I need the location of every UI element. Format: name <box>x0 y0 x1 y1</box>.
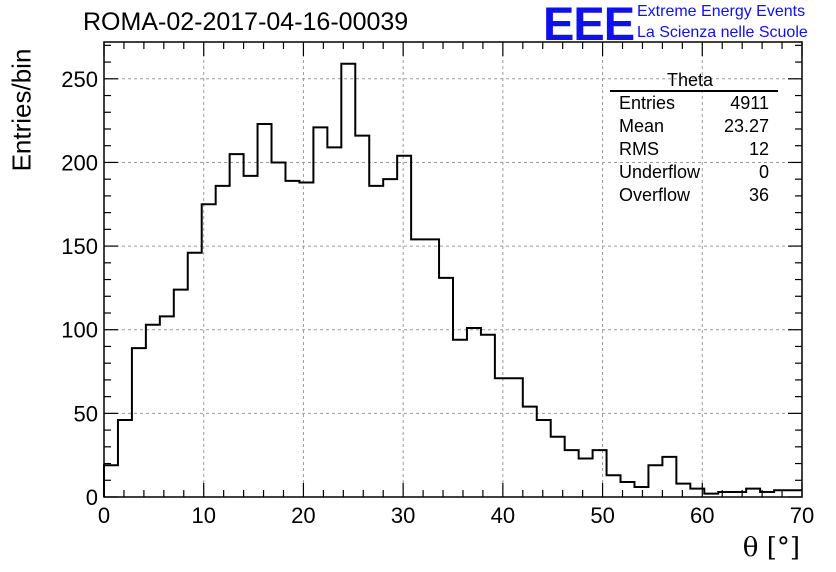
histogram-bin <box>662 457 676 497</box>
histogram-bin <box>188 253 202 497</box>
histogram-line <box>103 62 802 497</box>
histogram-bin <box>160 316 174 497</box>
stats-row: Overflow 36 <box>610 184 778 207</box>
histogram-bin <box>411 239 425 497</box>
x-tick-label: 0 <box>98 503 110 528</box>
y-tick-label: 150 <box>61 234 98 259</box>
y-tick-label: 0 <box>86 485 98 510</box>
histogram-bin <box>481 335 495 497</box>
histogram-bin <box>104 465 118 497</box>
histogram-bin <box>383 179 397 497</box>
histogram-bin <box>607 475 621 497</box>
y-tick-label: 200 <box>61 150 98 175</box>
histogram-bin <box>467 328 481 497</box>
x-tick-label: 50 <box>590 503 614 528</box>
x-axis-label: θ [°] <box>742 533 800 563</box>
histogram-bin <box>327 147 341 497</box>
plot-frame <box>103 41 803 498</box>
histogram-bin <box>285 181 299 497</box>
histogram-bin <box>634 487 648 497</box>
x-tick-label: 60 <box>690 503 714 528</box>
histogram-bin <box>746 489 760 497</box>
stats-value: 23.27 <box>723 116 769 136</box>
stats-label: Entries <box>619 93 676 113</box>
stats-label: RMS <box>619 139 659 159</box>
histogram-bin <box>132 348 146 497</box>
stats-value: 4911 <box>730 93 769 113</box>
histogram-bin <box>146 325 160 497</box>
stats-box: Theta Entries 4911 Mean 23.27 RMS 12 Und… <box>610 70 778 207</box>
histogram-bin <box>774 490 788 497</box>
y-axis-label: Entries/bin <box>6 48 37 172</box>
histogram-bin <box>676 484 690 497</box>
histogram-bin <box>648 465 662 497</box>
stats-value: 36 <box>748 185 769 205</box>
histogram-bin <box>369 186 383 497</box>
x-tick-label: 10 <box>191 503 215 528</box>
y-tick-label: 250 <box>61 67 98 92</box>
histogram-bin <box>718 492 732 497</box>
histogram-bin <box>174 290 188 497</box>
stats-value: 12 <box>748 139 769 159</box>
histogram-bin <box>272 162 286 497</box>
histogram-bin <box>244 176 258 497</box>
histogram-bin <box>732 492 746 497</box>
stats-label: Overflow <box>619 185 691 205</box>
histogram-bin <box>523 407 537 497</box>
x-tick-label: 30 <box>391 503 415 528</box>
histogram-bin <box>495 378 509 497</box>
stats-row: Entries 4911 <box>610 92 778 115</box>
page-title: ROMA-02-2017-04-16-00039 <box>83 8 409 36</box>
histogram-bin <box>551 437 565 497</box>
histogram-bin <box>299 183 313 497</box>
histogram-bin <box>216 186 230 497</box>
eee-logo: EEE <box>543 0 635 50</box>
histogram-bin <box>341 64 355 497</box>
histogram-bin <box>537 420 551 497</box>
histogram-bin <box>453 340 467 497</box>
histogram-bin <box>202 204 216 497</box>
histogram-bin <box>579 459 593 497</box>
y-tick-label: 50 <box>74 401 98 426</box>
stats-row: Mean 23.27 <box>610 115 778 138</box>
histogram-bin <box>593 450 607 497</box>
logo-line-2: La Scienza nelle Scuole <box>637 24 808 41</box>
histogram-bin <box>788 490 802 497</box>
x-tick-label: 40 <box>491 503 515 528</box>
logo-line-1: Extreme Energy Events <box>637 3 806 20</box>
histogram-bin <box>425 239 439 497</box>
stats-value: 0 <box>758 162 769 182</box>
histogram-bin <box>355 136 369 497</box>
stats-label: Underflow <box>619 162 701 182</box>
histogram-bin <box>258 124 272 497</box>
histogram-bin <box>118 420 132 497</box>
stats-label: Mean <box>619 116 665 136</box>
histogram-bin <box>397 156 411 497</box>
stats-row: Underflow 0 <box>610 161 778 184</box>
histogram-bin <box>230 154 244 497</box>
stats-row: RMS 12 <box>610 138 778 161</box>
y-tick-label: 100 <box>61 318 98 343</box>
histogram-bin <box>313 127 327 497</box>
histogram-bin <box>509 378 523 497</box>
histogram-bin <box>565 450 579 497</box>
histogram-bin <box>439 278 453 497</box>
x-tick-label: 70 <box>790 503 814 528</box>
stats-title: Theta <box>610 70 778 92</box>
x-tick-label: 20 <box>291 503 315 528</box>
